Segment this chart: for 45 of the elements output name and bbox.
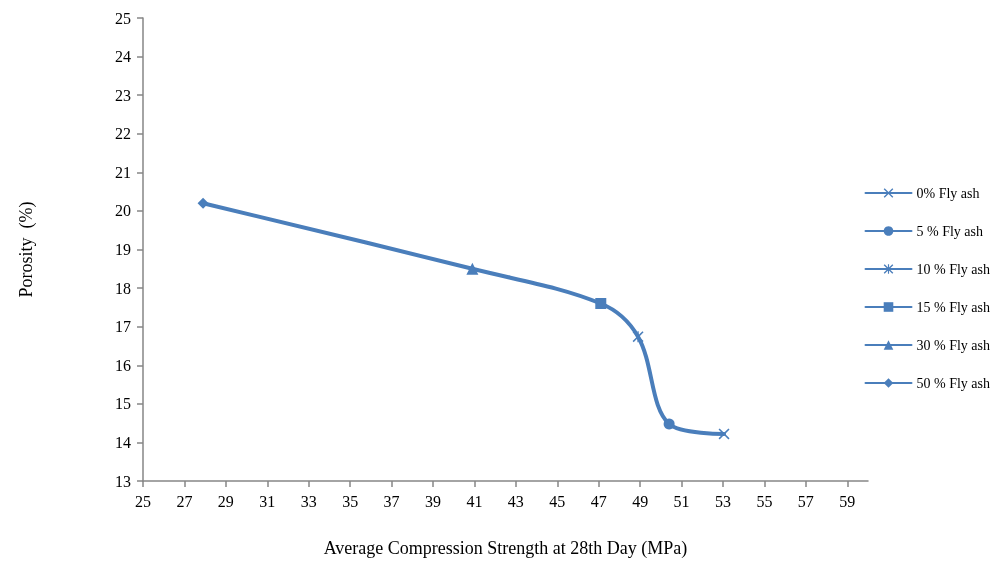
y-tick-label: 20: [115, 202, 131, 220]
y-tick-label: 17: [115, 318, 131, 336]
y-tick-label: 21: [115, 163, 131, 181]
x-tick-label: 51: [673, 492, 690, 510]
x-tick-label: 53: [715, 492, 731, 510]
x-tick-label: 27: [176, 492, 193, 510]
x-tick-label: 55: [756, 492, 773, 510]
x-tick-label: 49: [632, 492, 649, 510]
legend-label: 15 % Fly ash: [916, 299, 990, 315]
x-tick-label: 41: [466, 492, 483, 510]
y-tick-label: 16: [115, 356, 131, 374]
x-tick-label: 59: [839, 492, 856, 510]
y-tick-label: 13: [115, 472, 131, 490]
x-tick-label: 37: [383, 492, 400, 510]
x-tick-label: 43: [507, 492, 524, 510]
x-tick-label: 29: [217, 492, 234, 510]
point: [466, 262, 479, 275]
y-axis-title: Porosity (%): [16, 201, 37, 298]
legend-label: 30 % Fly ash: [916, 337, 990, 353]
point: [197, 197, 209, 209]
point: [595, 298, 607, 310]
x-tick-label: 39: [425, 492, 441, 510]
y-tick-label: 24: [115, 48, 131, 66]
x-tick-label: 47: [590, 492, 607, 510]
x-tick-label: 33: [300, 492, 317, 510]
point: [718, 428, 730, 440]
x-axis-title: Average Compression Strength at 28th Day (MPa): [323, 538, 688, 559]
y-tick-label: 25: [115, 9, 131, 27]
x-tick-label: 45: [549, 492, 566, 510]
x-tick-label: 31: [259, 492, 276, 510]
x-tick-label: 57: [797, 492, 814, 510]
x-tick-label: 35: [342, 492, 359, 510]
point: [632, 331, 644, 343]
x-tick-label: 25: [135, 492, 151, 510]
legend-label: 10 % Fly ash: [916, 261, 990, 277]
y-tick-label: 22: [115, 125, 131, 143]
point: [663, 418, 675, 430]
legend-label: 5 % Fly ash: [916, 223, 983, 239]
legend-label: 0% Fly ash: [916, 185, 980, 201]
y-tick-label: 19: [115, 241, 131, 258]
y-tick-label: 15: [115, 395, 131, 413]
legend-label: 50 % Fly ash: [916, 375, 990, 391]
y-tick-label: 18: [115, 279, 131, 297]
y-tick-label: 23: [115, 86, 131, 104]
y-tick-label: 14: [115, 433, 131, 451]
